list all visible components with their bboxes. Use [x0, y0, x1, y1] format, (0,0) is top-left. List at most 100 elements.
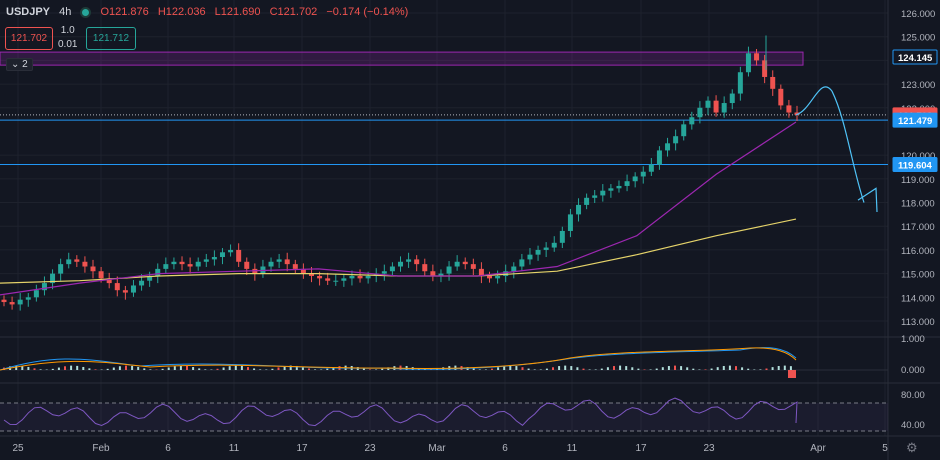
candle-body — [406, 259, 412, 262]
projection-arrowhead — [857, 187, 878, 213]
candle-body — [616, 185, 622, 189]
candle-body — [365, 275, 371, 279]
candle-body — [276, 259, 282, 262]
candle-body — [90, 266, 96, 272]
y-tick-label: 116.000 — [901, 246, 935, 257]
candle-body — [705, 100, 711, 108]
candle-body — [98, 271, 104, 279]
y-tick-label: 126.000 — [901, 9, 935, 20]
x-tick-label: 23 — [364, 443, 376, 454]
candle-body — [33, 290, 39, 298]
candle-body — [163, 264, 169, 269]
candle-body — [487, 275, 493, 279]
candle-body — [155, 268, 161, 276]
x-tick-label: 25 — [12, 443, 24, 454]
candle-body — [519, 259, 525, 267]
candle-body — [535, 249, 541, 255]
price-tag-label: 119.604 — [898, 161, 933, 172]
timeframe-label[interactable]: 4h — [59, 6, 72, 18]
rsi-band — [0, 403, 888, 431]
candle-body — [122, 290, 128, 293]
lot-size[interactable]: 1.0 — [60, 25, 75, 36]
lot-spread: 1.0 0.01 — [58, 24, 77, 52]
candle-body — [130, 285, 136, 293]
x-tick-label: 6 — [502, 443, 508, 454]
candle-body — [17, 299, 23, 305]
candle-body — [462, 261, 468, 265]
candle-body — [284, 259, 290, 265]
candle-body — [567, 214, 573, 231]
sell-button[interactable]: 121.702 — [5, 27, 53, 50]
x-tick-label: 11 — [229, 443, 240, 454]
rsi-tick-label: 80.00 — [901, 390, 925, 401]
candle-body — [470, 264, 476, 269]
candle-body — [349, 275, 355, 279]
candle-body — [9, 302, 15, 305]
y-tick-label: 119.000 — [901, 175, 935, 186]
buy-button[interactable]: 121.712 — [86, 27, 136, 50]
x-tick-label: Feb — [92, 443, 110, 454]
candle-body — [762, 60, 768, 77]
candle-body — [648, 164, 654, 172]
candle-body — [689, 117, 695, 125]
candle-body — [357, 275, 363, 279]
close-value: C121.702 — [269, 6, 318, 18]
indicators-toggle[interactable]: ⌄ 2 — [6, 58, 33, 71]
candle-body — [268, 261, 274, 267]
candle-body — [300, 268, 306, 274]
candle-body — [624, 181, 630, 186]
candle-body — [422, 264, 428, 272]
candle-body — [632, 176, 638, 182]
macd-histogram-bar — [788, 370, 796, 378]
candle-body — [438, 273, 444, 276]
x-tick-label: 11 — [567, 443, 578, 454]
candle-body — [139, 280, 145, 286]
candle-body — [58, 264, 64, 274]
candle-body — [454, 261, 460, 267]
candle-body — [495, 275, 501, 279]
candle-body — [527, 254, 533, 260]
candle-body — [745, 53, 751, 73]
y-tick-label: 115.000 — [901, 270, 935, 281]
candle-body — [381, 271, 387, 274]
signal-line — [0, 347, 797, 371]
candle-body — [713, 100, 719, 113]
candle-body — [147, 275, 153, 281]
symbol-name[interactable]: USDJPY — [6, 6, 51, 18]
candle-body — [430, 271, 436, 276]
candle-body — [195, 261, 201, 267]
y-tick-label: 120.000 — [901, 151, 935, 162]
candle-body — [640, 171, 646, 177]
change-value: −0.174 (−0.14%) — [326, 6, 409, 18]
candle-body — [25, 297, 31, 300]
candle-body — [503, 271, 509, 276]
candle-body — [106, 278, 112, 284]
candle-body — [333, 280, 339, 282]
candle-body — [211, 257, 217, 260]
y-tick-label: 118.000 — [901, 199, 935, 210]
candle-body — [794, 112, 800, 115]
candle-body — [543, 247, 549, 250]
price-tag — [892, 157, 938, 173]
candle-body — [219, 252, 225, 258]
candle-body — [179, 261, 185, 265]
candle-body — [600, 190, 606, 196]
y-tick-label: 114.000 — [901, 293, 935, 304]
rsi-line — [3, 397, 798, 427]
candle-body — [236, 249, 242, 262]
candle-body — [754, 53, 760, 61]
candle-body — [50, 273, 56, 284]
symbol-header: USDJPY 4h O121.876 H122.036 L121.690 C12… — [6, 6, 414, 18]
candle-body — [770, 76, 776, 89]
gear-icon[interactable]: ⚙ — [906, 440, 918, 455]
rsi-tick-label: 40.00 — [901, 420, 925, 431]
x-tick-label: 23 — [703, 443, 715, 454]
candle-body — [389, 266, 395, 272]
candle-body — [203, 259, 209, 262]
candle-body — [292, 264, 298, 269]
candle-body — [665, 143, 671, 151]
macd-tick-label: 1.000 — [901, 334, 925, 345]
indicator-count: 2 — [22, 59, 28, 70]
candle-body — [673, 136, 679, 144]
